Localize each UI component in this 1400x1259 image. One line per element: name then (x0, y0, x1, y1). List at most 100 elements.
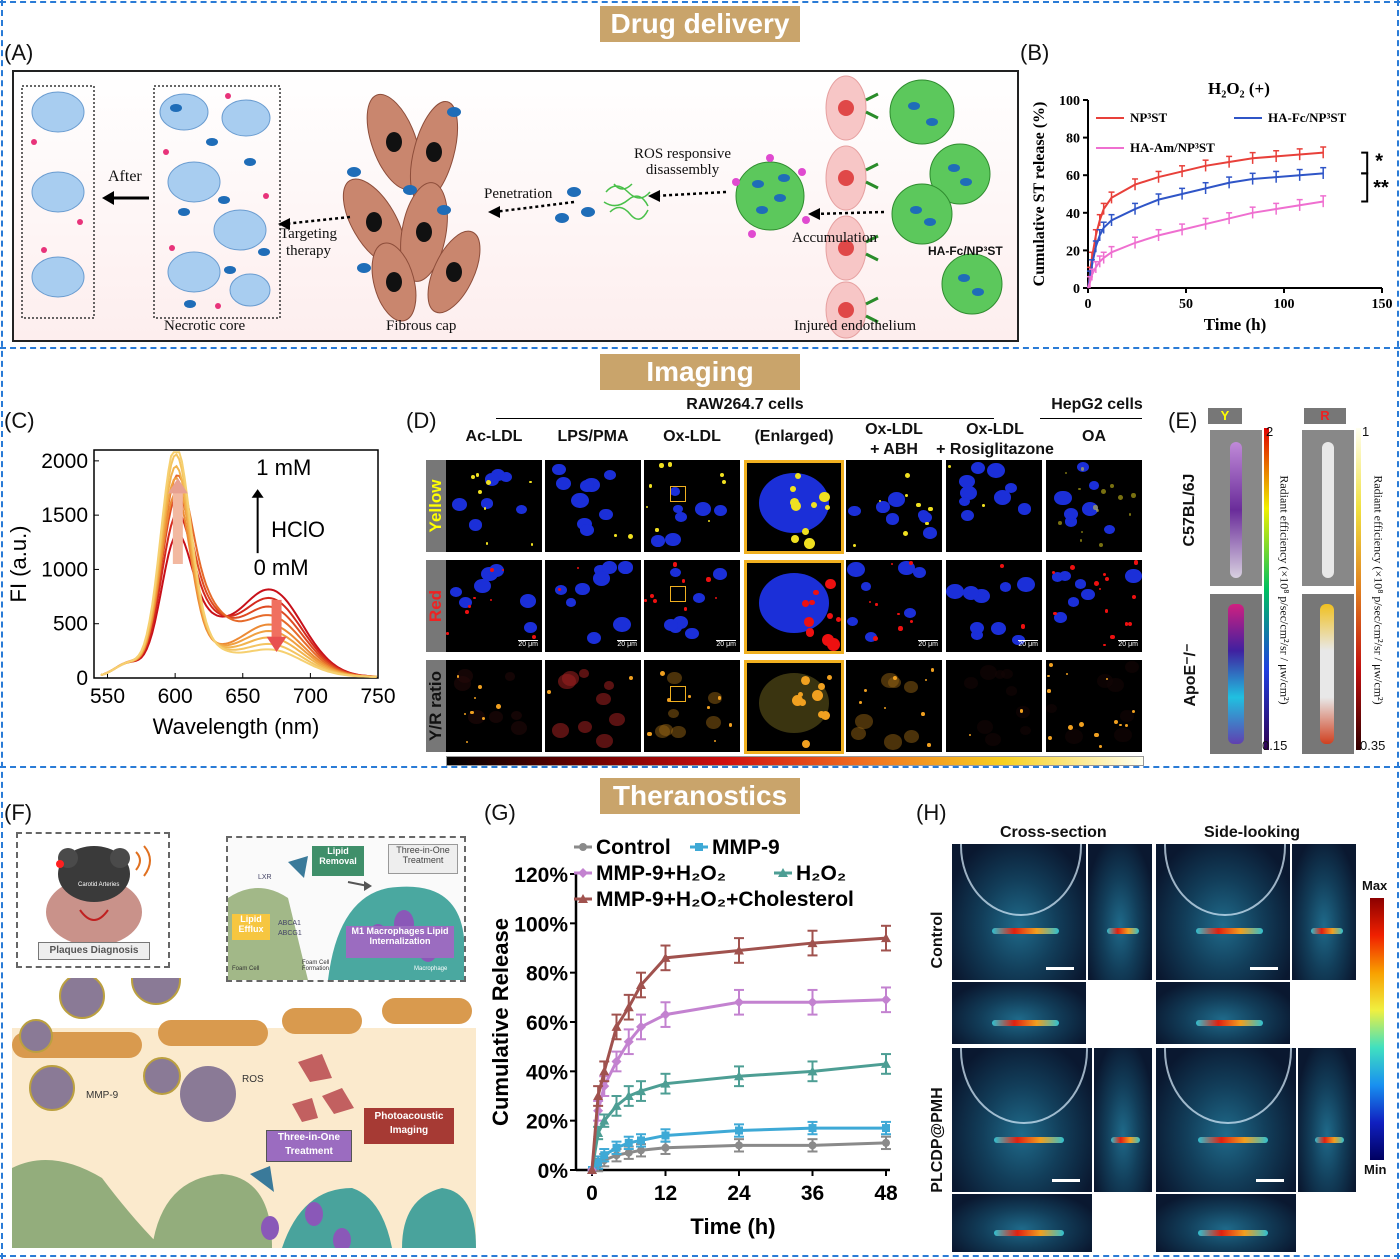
col-ox-ldl-abh: Ox-LDL + ABH (865, 421, 923, 458)
g-point-1-5 (637, 1136, 645, 1145)
col-ox-ldl: Ox-LDL (663, 428, 721, 445)
micro-spot (982, 503, 985, 507)
foam-cell-label: Foam Cell (232, 966, 260, 972)
image-r-apoe (1302, 594, 1354, 754)
micro-spot (470, 710, 474, 714)
micro-spot (477, 685, 482, 690)
micro-nucleus (599, 509, 613, 521)
micro-nucleus (970, 630, 983, 641)
micro-spot (859, 700, 863, 704)
micro-nucleus (713, 504, 728, 517)
g-xtick-label-0: 0 (586, 1182, 598, 1205)
micro-spot (1080, 539, 1083, 542)
g-xtick-label-1: 12 (654, 1182, 677, 1205)
g-point-4-9 (881, 933, 891, 943)
micro-nucleus (993, 490, 1012, 505)
panel-g-chart: 0% 20% 40% 60% 80% 100% 120% 0 12 24 36 48 Time (h) C… (488, 836, 898, 1239)
us-tile-8 (952, 1194, 1092, 1252)
b-series-line-1 (1087, 172, 1324, 289)
us-signal (994, 1229, 1064, 1236)
us-signal (1196, 928, 1264, 935)
us-scale-bar (1256, 1179, 1284, 1182)
micro-spot (927, 743, 931, 747)
micro-spot (868, 600, 872, 604)
plaques-box: Plaques Diagnosis Carotid Arteries (16, 832, 170, 968)
c-xtick-label-4: 750 (360, 685, 395, 708)
micro-spot (802, 600, 809, 607)
micro-nucleus (452, 497, 468, 511)
micro-nucleus (499, 472, 512, 483)
g-point-4-1 (593, 1091, 604, 1100)
micro-nucleus (473, 578, 491, 594)
g-legend-marker-1 (695, 843, 703, 851)
g-point-3-8 (807, 1066, 818, 1076)
micro-spot (1113, 719, 1119, 725)
g-ylabel: Cumulative Release (488, 918, 513, 1126)
micro-spot (1118, 495, 1124, 501)
scale-bar: 20 μm (918, 640, 938, 648)
aorta-y-apoe (1228, 604, 1244, 744)
g-point-0-7 (735, 1141, 743, 1150)
c-xlabel: Wavelength (nm) (153, 714, 320, 739)
micro-cell-r2-c6 (1046, 660, 1142, 752)
micro-spot (801, 739, 811, 749)
us-vessel-wall (960, 844, 1082, 916)
colorbar-r (1356, 428, 1361, 750)
micro-spot (530, 543, 533, 546)
micro-spot (883, 706, 886, 709)
b-xtick-label-0: 0 (1085, 297, 1092, 312)
b-xtick-label-2: 100 (1274, 297, 1295, 312)
micro-spot (714, 596, 717, 599)
aorta-r-apoe (1320, 604, 1334, 744)
photoacoustic-label: Photoacoustic Imaging (364, 1108, 454, 1144)
us-tile-2 (952, 982, 1086, 1044)
g-point-2-9 (881, 994, 891, 1005)
micro-spot (628, 533, 634, 539)
micro-nucleus (489, 563, 505, 577)
micro-spot (490, 568, 495, 572)
m1-label: M1 Macrophages Lipid Internalization (346, 926, 454, 958)
micro-cell-r0-c6 (1046, 460, 1142, 552)
c-xtick-label-1: 600 (158, 685, 193, 708)
micro-nucleus (1125, 661, 1140, 674)
g-legend-3: H₂O₂ (796, 862, 846, 885)
micro-spot (791, 501, 802, 512)
b-ytick-label-3: 60 (1066, 169, 1080, 184)
b-legend-1: HA-Fc/NP³ST (1268, 110, 1347, 125)
micro-spot (801, 528, 809, 536)
g-xtick-label-3: 36 (801, 1182, 824, 1205)
c-spectrum-1 (100, 512, 377, 678)
col-oa: OA (1082, 428, 1106, 445)
us-vessel-wall (1164, 1048, 1292, 1124)
b-sig-bracket-1 (1361, 151, 1369, 175)
b-ytick-label-5: 100 (1059, 94, 1080, 109)
row-red-text: Red (426, 589, 445, 623)
micro-nucleus (504, 672, 516, 682)
b-ylabel: Cumulative ST release (%) (1031, 102, 1048, 287)
micro-spot (473, 696, 477, 700)
micro-spot (667, 462, 673, 467)
us-signal (1198, 1137, 1268, 1144)
col-lps-pma: LPS/PMA (557, 428, 629, 445)
g-legend-marker-2 (578, 868, 588, 878)
micro-spot (1102, 572, 1107, 577)
us-signal (1198, 1229, 1268, 1236)
g-ytick-label-6: 120% (514, 864, 568, 887)
g-ytick-label-1: 20% (526, 1111, 568, 1134)
g-legend-0: Control (596, 836, 671, 859)
micro-nucleus (618, 561, 633, 574)
group-hepg2: HepG2 cells (1051, 396, 1143, 413)
scale-bar: 20 μm (1118, 640, 1138, 648)
micro-nucleus (971, 461, 986, 474)
micro-nucleus (555, 477, 572, 490)
micro-spot (1064, 471, 1068, 474)
row-control: Control (926, 860, 950, 1020)
micro-nucleus (999, 582, 1012, 593)
micro-spot (547, 689, 552, 694)
micro-nucleus (850, 727, 867, 741)
us-tile-3 (1156, 844, 1290, 980)
micro-spot (1079, 722, 1084, 727)
micro-spot (948, 465, 952, 469)
micro-spot (1134, 560, 1139, 565)
g-point-3-3 (611, 1100, 622, 1110)
